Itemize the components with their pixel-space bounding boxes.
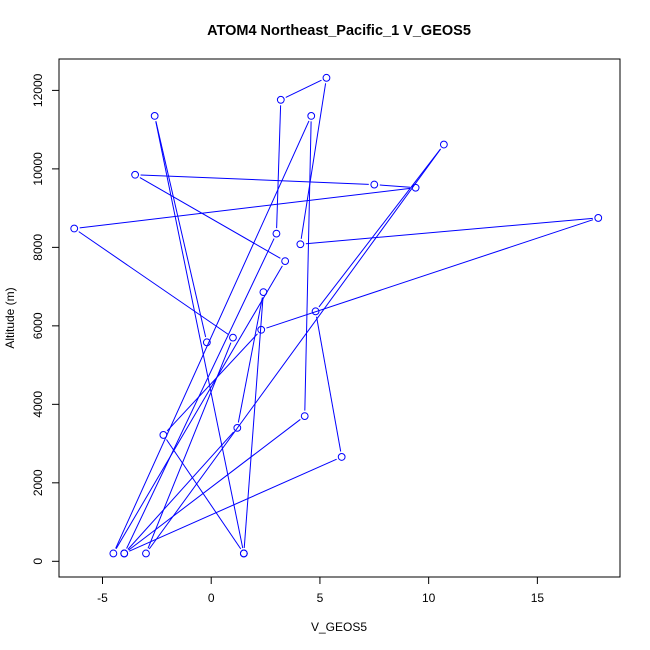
series-segment bbox=[300, 83, 327, 239]
series-segment bbox=[285, 79, 322, 98]
y-axis: 0 2000 4000 6000 8000 10000 12000 bbox=[31, 73, 60, 565]
y-tick-label: 4000 bbox=[31, 391, 45, 418]
data-point bbox=[337, 453, 346, 461]
data-point bbox=[307, 112, 316, 120]
series-segment bbox=[305, 217, 593, 245]
series-segment bbox=[140, 174, 369, 185]
series-segment bbox=[148, 148, 442, 550]
series-segment bbox=[79, 187, 411, 229]
data-point bbox=[259, 288, 268, 297]
x-tick-label: 0 bbox=[208, 591, 215, 605]
x-axis-label: V_GEOS5 bbox=[311, 620, 367, 634]
series-segment bbox=[115, 120, 310, 549]
series-segment bbox=[128, 419, 301, 551]
series-layer bbox=[70, 73, 603, 558]
data-point bbox=[142, 549, 150, 558]
data-point bbox=[257, 325, 266, 334]
y-tick-label: 6000 bbox=[31, 312, 45, 339]
y-tick-label: 10000 bbox=[31, 152, 45, 186]
series-segment bbox=[243, 297, 264, 549]
y-tick-label: 12000 bbox=[31, 73, 45, 107]
data-point bbox=[70, 224, 79, 233]
series-segment bbox=[304, 121, 312, 411]
y-axis-label: Altitude (m) bbox=[3, 287, 17, 348]
data-point bbox=[202, 338, 211, 347]
plot-frame bbox=[58, 58, 621, 578]
series-segment bbox=[126, 238, 275, 549]
series-segment bbox=[139, 177, 281, 259]
x-tick-label: 10 bbox=[422, 591, 436, 605]
x-tick-label: -5 bbox=[97, 591, 108, 605]
series-segment bbox=[127, 431, 234, 550]
data-point bbox=[131, 170, 140, 179]
data-point bbox=[281, 257, 290, 265]
data-point bbox=[276, 95, 285, 104]
data-point bbox=[311, 307, 320, 316]
data-point bbox=[296, 240, 305, 249]
series-segment bbox=[155, 121, 207, 338]
data-point bbox=[109, 549, 118, 558]
series-segment bbox=[276, 105, 282, 229]
data-point bbox=[322, 73, 331, 82]
series-segment bbox=[78, 231, 229, 335]
data-point bbox=[150, 112, 159, 120]
data-point bbox=[229, 333, 237, 342]
y-tick-label: 8000 bbox=[31, 234, 45, 261]
data-point bbox=[370, 180, 379, 189]
x-tick-label: 5 bbox=[317, 591, 324, 605]
series-segment bbox=[129, 458, 337, 552]
series-segment bbox=[147, 342, 232, 549]
series-segment bbox=[166, 439, 242, 550]
y-tick-label: 2000 bbox=[31, 469, 45, 496]
x-axis: -5 0 5 10 15 bbox=[97, 576, 545, 605]
chart-title: ATOM4 Northeast_Pacific_1 V_GEOS5 bbox=[207, 23, 471, 39]
series-segment bbox=[379, 184, 411, 188]
series-segment bbox=[237, 297, 263, 423]
data-point bbox=[120, 549, 129, 558]
x-tick-label: 15 bbox=[531, 591, 545, 605]
series-segment bbox=[266, 219, 594, 329]
data-point bbox=[411, 183, 420, 192]
series-segment bbox=[316, 316, 342, 452]
data-point bbox=[239, 549, 248, 558]
data-point bbox=[439, 140, 448, 149]
y-tick-label: 0 bbox=[31, 558, 45, 565]
data-point bbox=[300, 412, 309, 421]
data-point bbox=[159, 431, 168, 439]
series-segment bbox=[318, 148, 441, 308]
data-point bbox=[233, 423, 242, 432]
series-segment bbox=[166, 333, 258, 432]
series-segment bbox=[115, 265, 283, 549]
data-point bbox=[272, 229, 281, 238]
series-segment bbox=[155, 121, 244, 549]
data-point bbox=[594, 214, 603, 222]
